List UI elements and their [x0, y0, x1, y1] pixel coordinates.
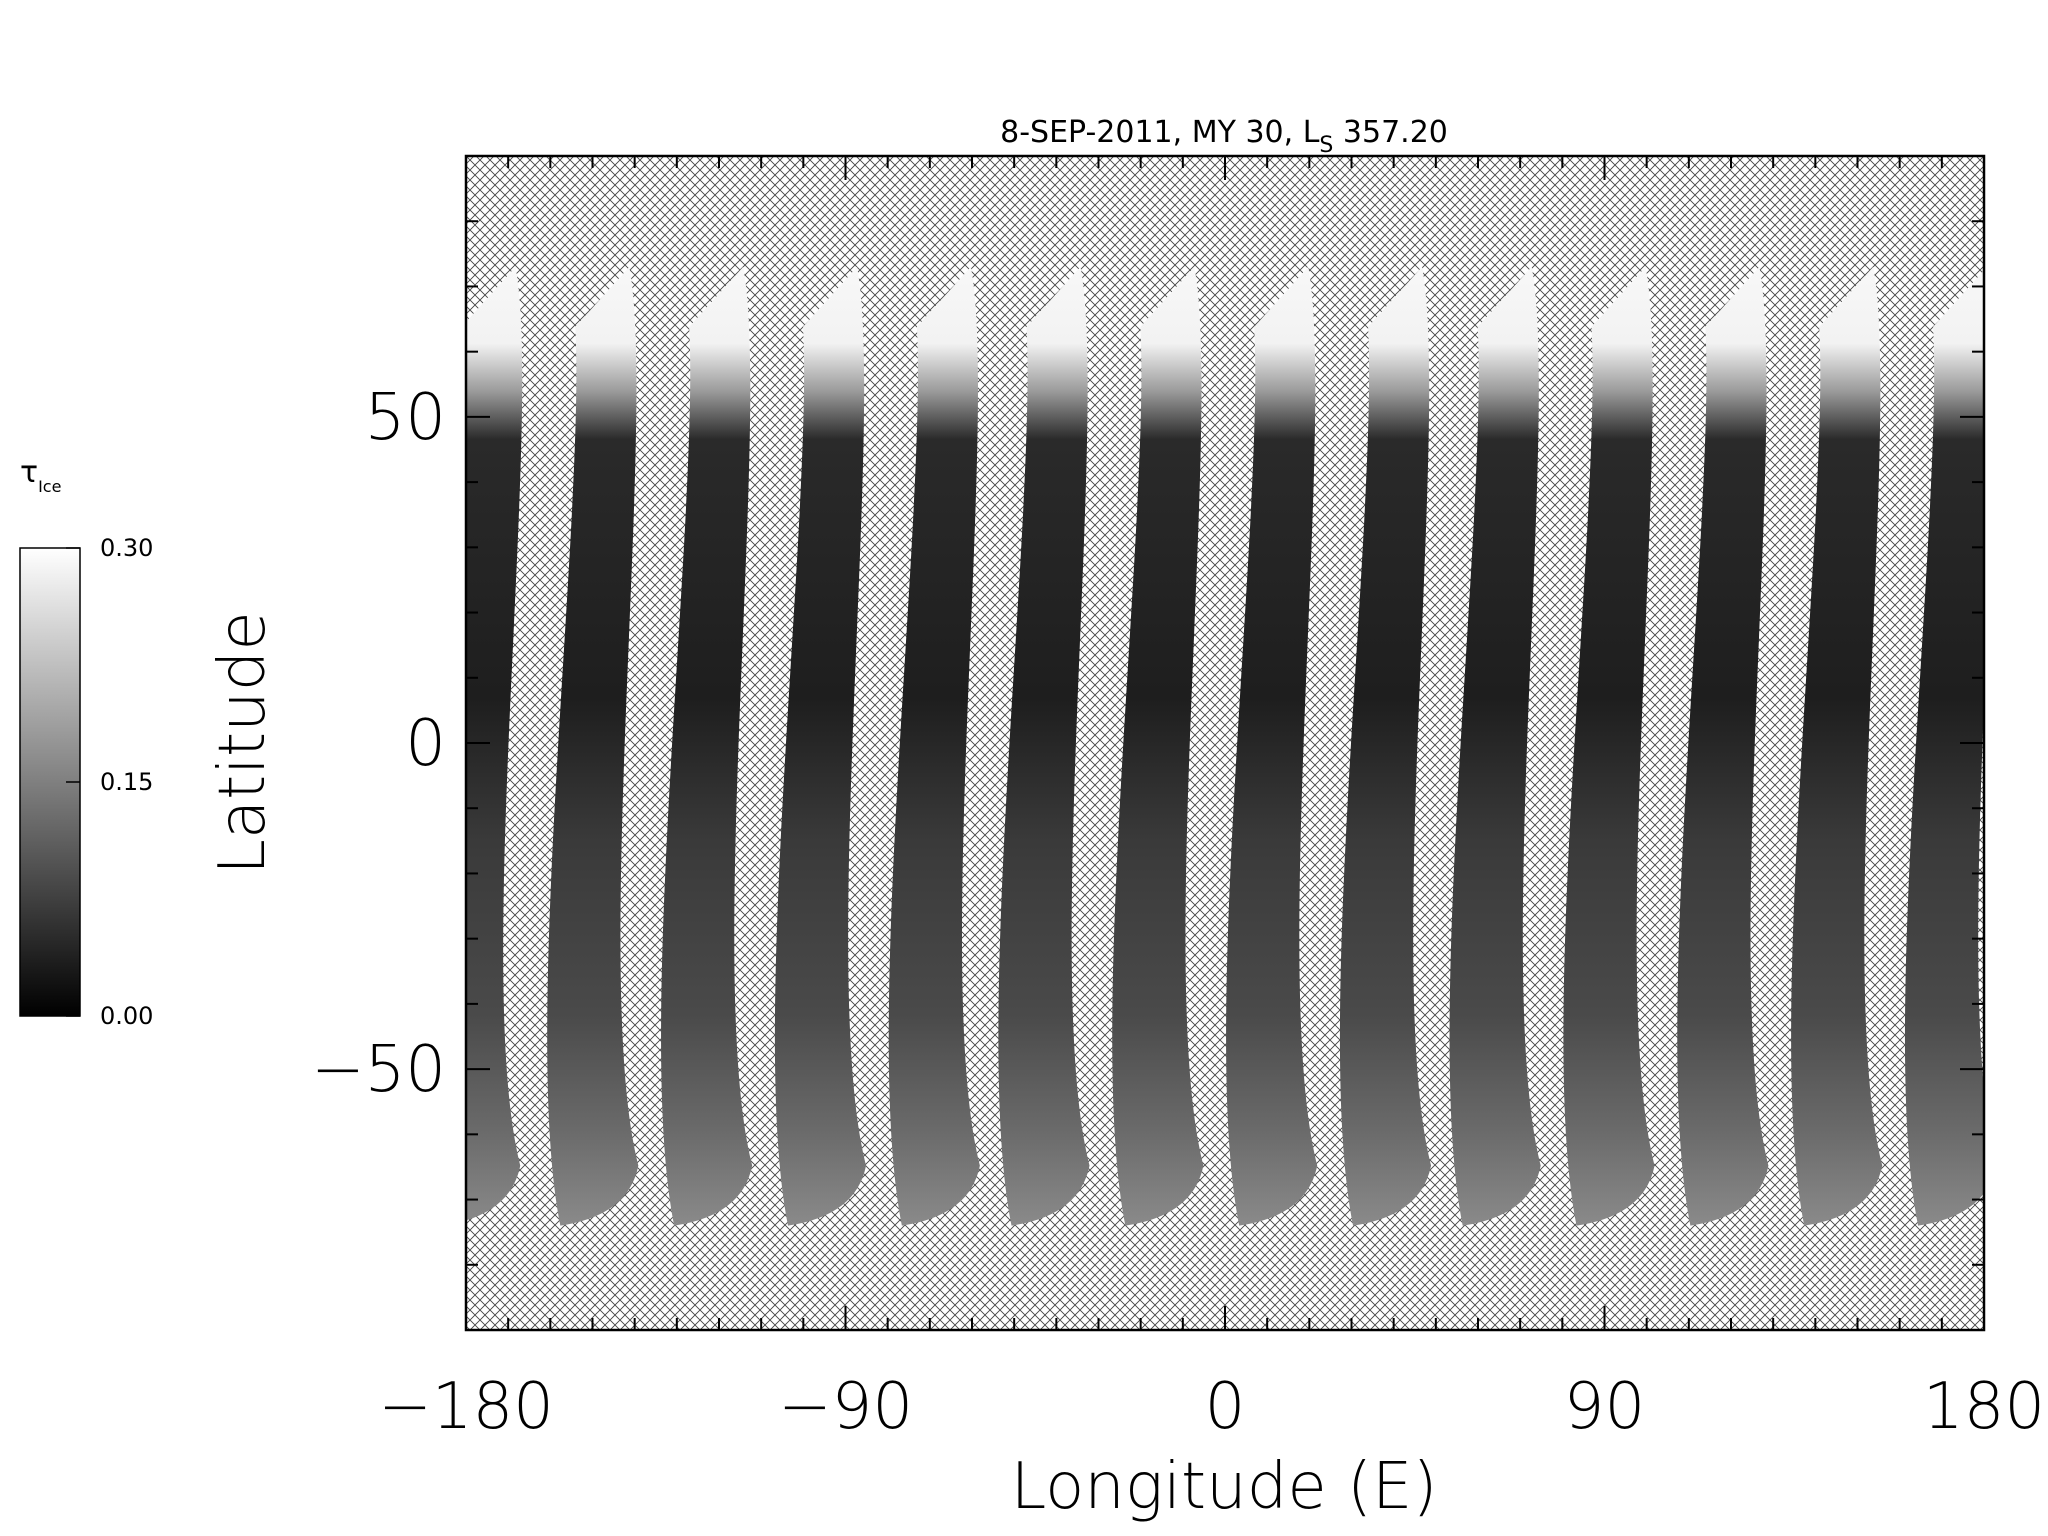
chart-title-value: 357.20	[1333, 115, 1448, 150]
x-tick-label: −90	[778, 1370, 913, 1444]
x-axis-ticks	[465, 156, 1985, 1330]
swath	[1791, 266, 1883, 1226]
swath	[1904, 270, 1984, 1226]
swath	[661, 266, 753, 1226]
colorbar-label: τIce	[20, 455, 61, 496]
colorbar-tick-label: 0.30	[100, 534, 153, 562]
colorbar-subscript: Ice	[38, 477, 61, 496]
y-tick-label: 50	[365, 381, 446, 455]
swath	[774, 266, 867, 1226]
y-tick-label: 0	[405, 707, 446, 781]
x-axis-tick-labels: −180 −90 0 90 180	[378, 1370, 2045, 1444]
x-tick-label: 180	[1923, 1370, 2045, 1444]
x-tick-label: 90	[1564, 1370, 1645, 1444]
x-axis-title: Longitude (E)	[1011, 1450, 1438, 1524]
swath	[1449, 266, 1541, 1226]
colorbar-symbol: τ	[20, 455, 38, 490]
swath	[1226, 266, 1318, 1226]
x-tick-label: 0	[1205, 1370, 1246, 1444]
y-axis-ticks	[466, 155, 1984, 1331]
y-tick-label: −50	[311, 1033, 446, 1107]
y-axis-tick-labels: 50 0 −50	[311, 381, 446, 1107]
swath	[1677, 266, 1769, 1226]
swath	[547, 266, 639, 1226]
chart-title-main: 8-SEP-2011, MY 30, L	[1000, 115, 1320, 150]
colorbar-ticks: 0.30 0.15 0.00	[66, 534, 153, 1030]
chart-title-subscript: S	[1319, 133, 1333, 158]
swath	[1339, 266, 1432, 1226]
swath	[888, 266, 980, 1226]
swath	[1112, 266, 1204, 1226]
chart-title: 8-SEP-2011, MY 30, LS 357.20	[1000, 115, 1448, 158]
swath	[998, 266, 1090, 1226]
colorbar-tick-label: 0.00	[100, 1002, 153, 1030]
swath	[1563, 266, 1655, 1226]
swath-layer	[466, 266, 1984, 1226]
y-axis-title: Latitude	[206, 611, 280, 874]
x-tick-label: −180	[378, 1370, 554, 1444]
colorbar-tick-label: 0.15	[100, 768, 153, 796]
swath	[466, 266, 523, 1221]
